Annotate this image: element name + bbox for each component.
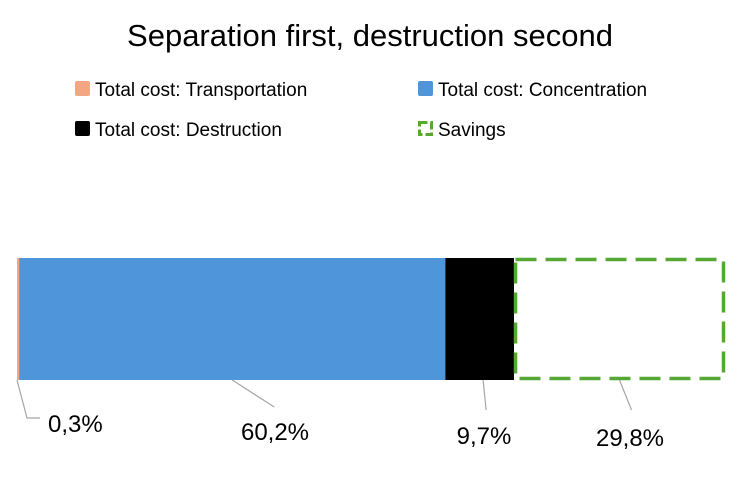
data-label-total-cost-transportation: 0,3% [48, 411, 103, 438]
legend-label-total-cost-transportation: Total cost: Transportation [95, 80, 307, 101]
legend-label-total-cost-destruction: Total cost: Destruction [95, 120, 282, 141]
leader-line-savings [618, 379, 633, 411]
leader-line-total-cost-concentration [231, 379, 275, 408]
leader-line-total-cost-destruction [482, 379, 487, 411]
legend: Total cost: Transportation Total cost: Co… [75, 80, 647, 141]
bars [17, 257, 726, 381]
data-labels: 0,3% 60,2% 9,7% 29,8% [16, 379, 664, 452]
legend-swatch-total-cost-transportation [75, 81, 90, 96]
bar-savings [513, 257, 726, 381]
bar-total-cost-destruction [445, 258, 515, 380]
legend-swatch-total-cost-concentration [418, 81, 433, 96]
legend-swatch-savings [418, 121, 433, 136]
chart-title: Separation first, destruction second [127, 18, 613, 53]
legend-label-savings: Savings [438, 120, 506, 141]
legend-label-total-cost-concentration: Total cost: Concentration [438, 80, 647, 101]
bar-total-cost-transportation [17, 258, 20, 380]
data-label-total-cost-destruction: 9,7% [457, 423, 512, 450]
bar-total-cost-concentration [19, 258, 446, 380]
data-label-savings: 29,8% [596, 425, 664, 452]
leader-line-total-cost-transportation [16, 379, 40, 419]
data-label-total-cost-concentration: 60,2% [241, 419, 309, 446]
legend-swatch-total-cost-destruction [75, 121, 90, 136]
